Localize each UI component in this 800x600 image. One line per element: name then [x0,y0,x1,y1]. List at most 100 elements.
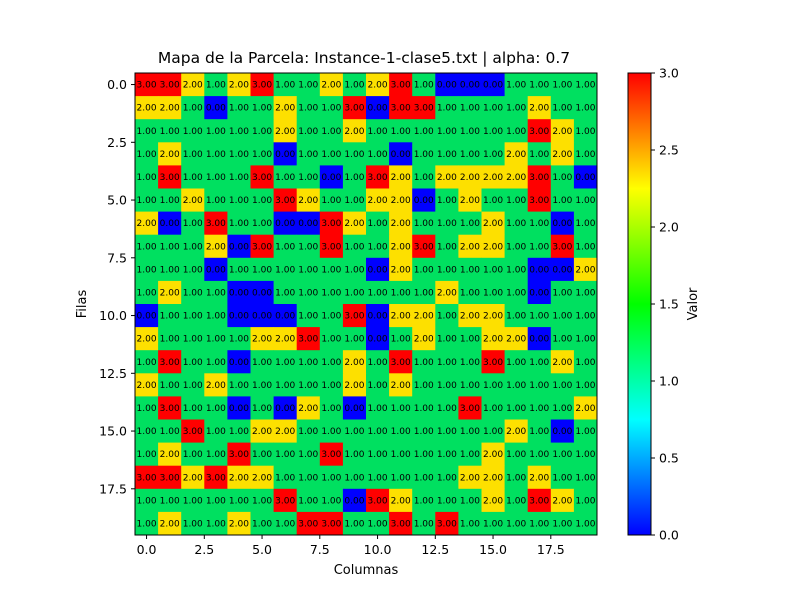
cell-value-label: 1.00 [506,519,526,529]
cell-value-label: 1.00 [575,242,595,252]
cell-value-label: 2.00 [160,104,180,114]
cell-value-label: 3.00 [391,104,411,114]
heatmap-cell [319,165,344,189]
heatmap-cell [204,419,228,443]
cell-value-label: 1.00 [275,450,295,460]
cell-value-label: 2.00 [552,127,572,137]
heatmap-cell [573,73,598,97]
heatmap-cell [412,488,436,513]
cell-value-label: 3.00 [275,496,295,506]
cell-value-label: 1.00 [575,127,595,137]
cell-value-label: 1.00 [298,358,318,368]
heatmap-cell [366,419,390,443]
cell-value-label: 2.00 [252,473,272,483]
heatmap-cell [227,304,251,328]
heatmap-cell [319,280,344,305]
cell-value-label: 1.00 [137,404,157,414]
cell-value-label: 1.00 [437,312,457,322]
cell-value-label: 1.00 [183,496,203,506]
cell-value-label: 2.00 [506,335,526,345]
cell-value-label: 1.00 [529,312,549,322]
heatmap-cell [412,234,436,259]
cell-value-label: 1.00 [437,219,457,229]
heatmap-cell [435,96,459,120]
heatmap-cell [435,511,459,536]
cell-value-label: 3.00 [368,173,388,183]
heatmap-cell [342,419,367,443]
chart-title: Mapa de la Parcela: Instance-1-clase5.tx… [158,49,570,67]
cell-value-label: 1.00 [160,381,180,391]
heatmap-cell [504,142,529,166]
heatmap-cell [573,511,598,536]
heatmap-cell [158,188,182,212]
heatmap-cell [481,442,505,467]
heatmap-cell [412,188,436,212]
cell-value-label: 1.00 [575,219,595,229]
heatmap-cell [389,188,413,212]
heatmap-cell [366,304,390,328]
colorbar-tick-label: 2.0 [659,220,679,235]
heatmap-cell [204,188,228,212]
heatmap-cell [458,511,482,536]
heatmap-cell [550,234,575,259]
heatmap-cell [204,511,228,536]
heatmap-cell [319,211,344,236]
heatmap-cell [366,96,390,120]
cell-value-label: 1.00 [575,196,595,206]
heatmap-cell [296,96,321,120]
cell-value-label: 1.00 [275,473,295,483]
cell-value-label: 2.00 [137,219,157,229]
heatmap-cell [412,442,436,467]
heatmap-cell [204,211,228,236]
heatmap-cell [250,396,274,420]
heatmap-cell [296,511,321,536]
heatmap-cell [481,488,505,513]
cell-value-label: 2.00 [460,473,480,483]
colorbar-label: Valor [686,287,701,320]
cell-value-label: 1.00 [344,242,364,252]
cell-value-label: 1.00 [460,496,480,506]
heatmap-cell [273,257,298,282]
heatmap-cell [573,465,598,490]
cell-value-label: 3.00 [160,173,180,183]
cell-value-label: 1.00 [229,427,249,437]
cell-value-label: 0.00 [368,312,388,322]
heatmap-cell [481,327,505,351]
cell-value-label: 2.00 [229,519,249,529]
heatmap-cell [296,373,321,397]
heatmap-cell [573,488,598,513]
cell-value-label: 0.00 [575,173,595,183]
heatmap-cell [366,488,390,513]
heatmap-cell [458,280,482,305]
cell-value-label: 3.00 [414,242,434,252]
cell-value-label: 2.00 [298,196,318,206]
colorbar-ticks: 0.0 0.5 1.0 1.5 2.0 2.5 3.0 [651,66,679,543]
heatmap-cell [527,119,552,143]
heatmap-cell [181,419,205,443]
cell-value-label: 2.00 [344,381,364,391]
heatmap-cell [366,465,390,490]
heatmap-cell [250,142,274,166]
heatmap-cell [527,442,552,467]
cell-value-label: 1.00 [298,150,318,160]
cell-value-label: 1.00 [437,196,457,206]
cell-value-label: 0.00 [368,265,388,275]
cell-value-label: 0.00 [206,265,226,275]
cell-value-label: 1.00 [206,335,226,345]
cell-value-label: 1.00 [344,265,364,275]
heatmap-cell [342,373,367,397]
cell-value-label: 1.00 [552,81,572,91]
heatmap-cell [481,234,505,259]
cell-value-label: 1.00 [368,127,388,137]
heatmap-cell [342,142,367,166]
cell-value-label: 1.00 [229,196,249,206]
cell-value-label: 3.00 [529,173,549,183]
heatmap-cell [573,396,598,420]
x-axis-ticks: 0.0 2.5 5.0 7.5 10.0 12.5 15.0 17.5 [137,535,565,557]
heatmap-cell [527,350,552,374]
heatmap-cell [389,511,413,536]
heatmap-cell [250,304,274,328]
cell-value-label: 0.00 [529,335,549,345]
heatmap-cell [158,327,182,351]
cell-value-label: 1.00 [414,519,434,529]
